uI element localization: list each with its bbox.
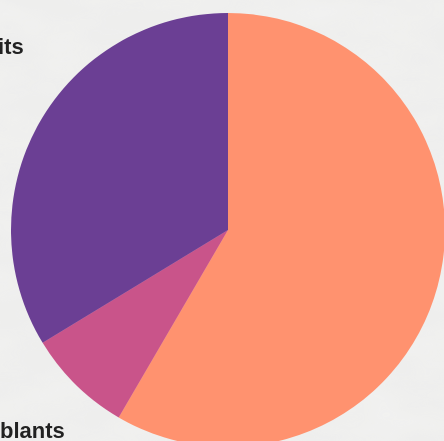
slice-label-bottom-left: blants: [0, 418, 65, 441]
pie-slices: [11, 13, 444, 441]
slice-label-top-left: its: [0, 34, 24, 59]
